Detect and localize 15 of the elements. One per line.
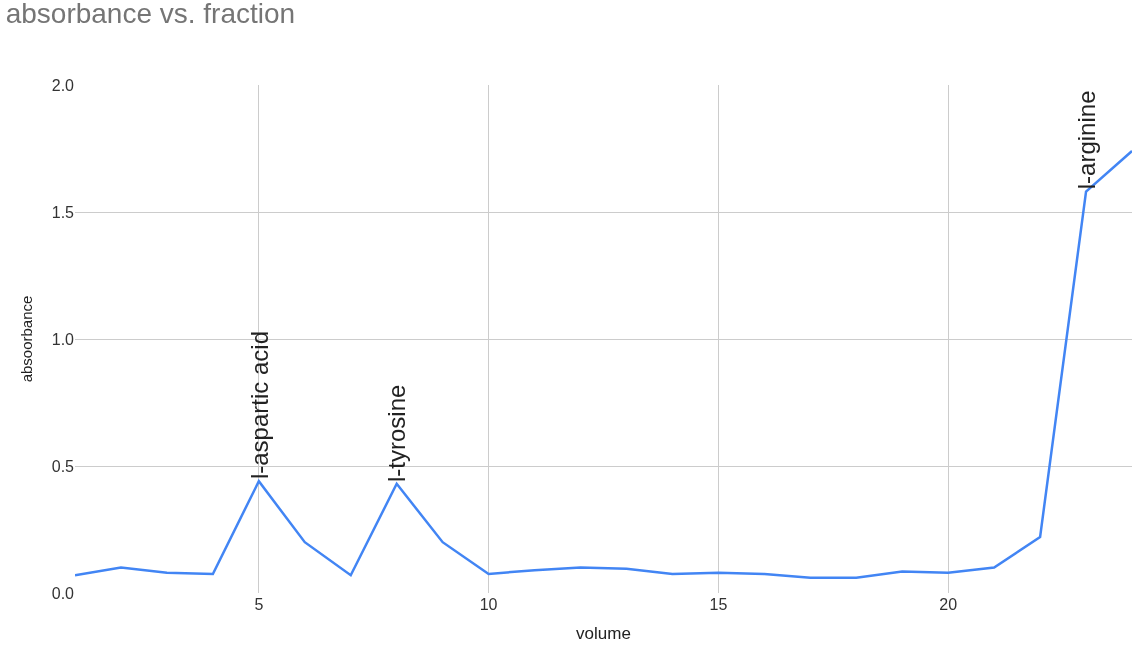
chart-title: absorbance vs. fraction (5, 0, 296, 29)
y-tick-label: 1.5 (51, 203, 75, 221)
y-tick-label: 0.0 (51, 584, 75, 602)
y-tick-label: 2.0 (51, 76, 75, 94)
annotation: l-tyrosine (383, 384, 411, 482)
x-tick-label: 5 (254, 596, 264, 613)
y-tick-label: 0.5 (51, 457, 75, 475)
annotation: l-aspartic acid (245, 331, 273, 480)
x-axis-title: volume (576, 624, 631, 644)
x-tick-label: 10 (479, 596, 498, 613)
y-tick-label: 1.0 (51, 330, 75, 348)
x-tick-label: 15 (709, 596, 728, 613)
annotation: l-arginine (1072, 90, 1100, 190)
y-axis-title: absoorbance (18, 295, 35, 383)
x-tick-label: 20 (939, 596, 958, 613)
